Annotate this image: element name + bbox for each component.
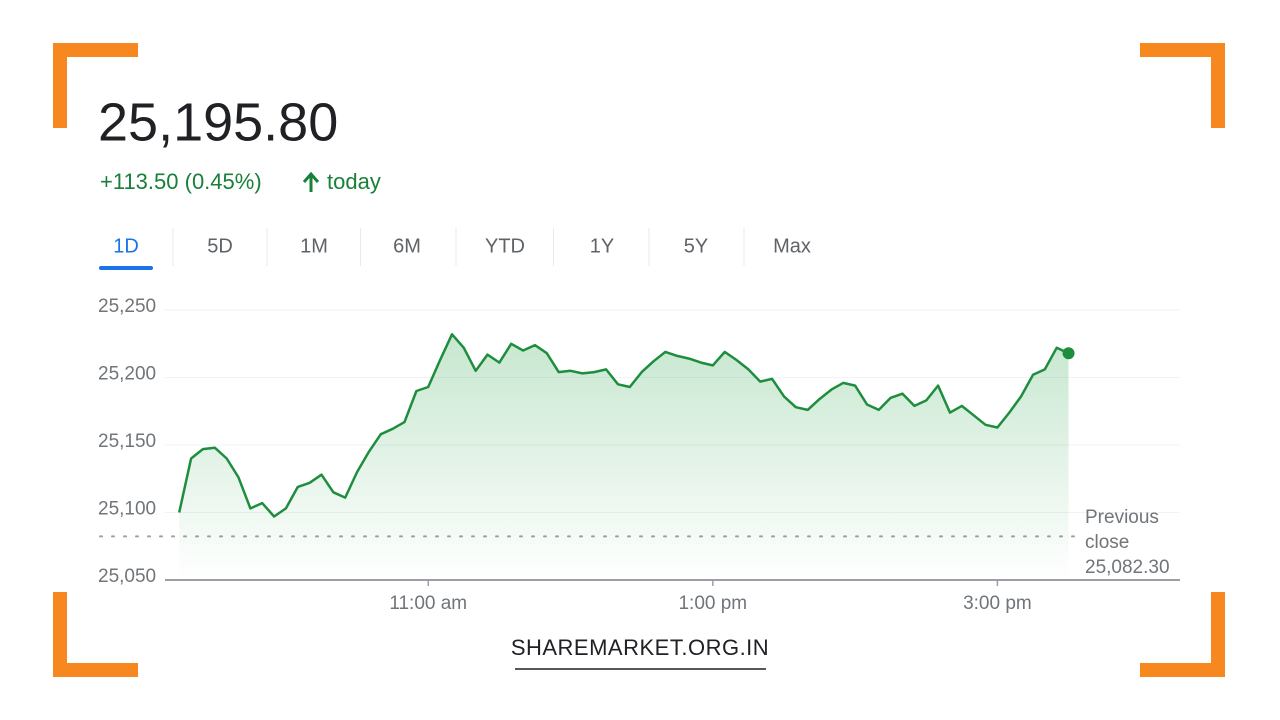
change: +113.50 (0.45%)	[100, 169, 262, 194]
watermark: SHAREMARKET.ORG.IN	[511, 635, 769, 660]
range-tab[interactable]: 6M	[393, 235, 421, 257]
change-period: today	[327, 169, 381, 194]
x-tick-label: 1:00 pm	[678, 593, 747, 614]
y-tick-label: 25,050	[98, 566, 156, 587]
previous-close-value: 25,082.30	[1085, 557, 1170, 578]
price-line	[177, 333, 1070, 518]
corner-brackets	[53, 43, 1225, 677]
previous-close-label: close	[1085, 532, 1129, 553]
range-tab[interactable]: 5D	[207, 235, 233, 257]
range-tab[interactable]: Max	[773, 235, 811, 257]
x-tick-label: 3:00 pm	[963, 593, 1032, 614]
range-tab[interactable]: 1D	[113, 235, 139, 257]
last-point	[1062, 347, 1075, 360]
area-fill	[179, 334, 1069, 580]
previous-close-label: Previous	[1085, 507, 1159, 528]
range-tab[interactable]: 1M	[300, 235, 328, 257]
y-tick-label: 25,100	[98, 499, 156, 520]
range-tab[interactable]: YTD	[485, 235, 525, 257]
y-tick-label: 25,250	[98, 296, 156, 317]
range-tab[interactable]: 5Y	[684, 235, 708, 257]
active-tab-indicator	[99, 266, 153, 270]
range-tab[interactable]: 1Y	[590, 235, 614, 257]
y-tick-label: 25,200	[98, 364, 156, 385]
x-tick-label: 11:00 am	[389, 593, 467, 614]
up-arrow	[302, 171, 320, 192]
price: 25,195.80	[98, 92, 338, 152]
y-tick-label: 25,150	[98, 431, 156, 452]
